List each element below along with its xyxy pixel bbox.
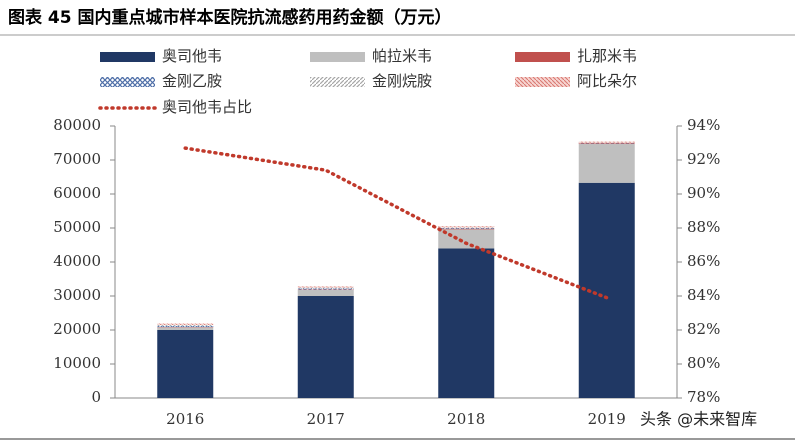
x-tick-label: 2017 bbox=[307, 410, 345, 428]
legend-swatch bbox=[515, 52, 570, 62]
legend-swatch bbox=[310, 52, 365, 62]
bar-segment bbox=[438, 228, 495, 229]
bar-segment bbox=[157, 330, 214, 398]
y-tick-label: 40000 bbox=[53, 252, 101, 270]
ratio-line bbox=[183, 146, 609, 300]
bar-segment bbox=[578, 143, 635, 145]
bar-segment bbox=[438, 228, 495, 230]
x-tick-label: 2018 bbox=[447, 410, 485, 428]
legend-label: 阿比朵尔 bbox=[577, 72, 637, 90]
y2-tick-label: 78% bbox=[687, 388, 720, 406]
legend-label: 奥司他韦占比 bbox=[162, 98, 252, 116]
legend-swatch bbox=[310, 77, 365, 87]
bar-segment bbox=[438, 226, 495, 228]
watermark: 头条 @未来智库 bbox=[640, 410, 757, 429]
y2-tick-label: 94% bbox=[687, 116, 720, 134]
bar-segment bbox=[157, 324, 214, 326]
y2-tick-label: 82% bbox=[687, 320, 720, 338]
bar-segment bbox=[297, 296, 354, 398]
y2-tick-label: 84% bbox=[687, 286, 720, 304]
chart-title: 图表 45 国内重点城市样本医院抗流感药用药金额（万元） bbox=[8, 7, 452, 28]
y2-tick-label: 90% bbox=[687, 184, 720, 202]
bar-segment bbox=[297, 287, 354, 289]
bar-segment bbox=[157, 323, 214, 325]
x-tick-label: 2019 bbox=[588, 410, 626, 428]
bar-segment bbox=[438, 227, 495, 228]
legend-label: 奥司他韦 bbox=[162, 47, 222, 65]
y-tick-label: 0 bbox=[91, 388, 101, 406]
legend-label: 金刚乙胺 bbox=[162, 72, 222, 90]
y-tick-label: 50000 bbox=[53, 218, 101, 236]
y-tick-label: 30000 bbox=[53, 286, 101, 304]
bar-segment bbox=[297, 286, 354, 288]
y-tick-label: 60000 bbox=[53, 184, 101, 202]
legend-label: 帕拉米韦 bbox=[372, 47, 432, 65]
bar-segment bbox=[157, 327, 214, 330]
y2-tick-label: 86% bbox=[687, 252, 720, 270]
legend-label: 扎那米韦 bbox=[577, 47, 637, 65]
bar-segment bbox=[297, 288, 354, 290]
bar-segment bbox=[297, 289, 354, 296]
y2-tick-label: 88% bbox=[687, 218, 720, 236]
bar-segment bbox=[438, 229, 495, 249]
bar-segment bbox=[157, 325, 214, 327]
y-tick-label: 70000 bbox=[53, 150, 101, 168]
bar-segment bbox=[438, 248, 495, 398]
legend-swatch bbox=[515, 77, 570, 87]
legend-swatch bbox=[100, 77, 155, 87]
y-tick-label: 80000 bbox=[53, 116, 101, 134]
y2-tick-label: 80% bbox=[687, 354, 720, 372]
bar-segment bbox=[578, 144, 635, 183]
legend-label: 金刚烷胺 bbox=[372, 72, 432, 90]
bar-segment bbox=[578, 141, 635, 143]
y-tick-label: 20000 bbox=[53, 320, 101, 338]
y2-tick-label: 92% bbox=[687, 150, 720, 168]
x-tick-label: 2016 bbox=[166, 410, 204, 428]
y-tick-label: 10000 bbox=[53, 354, 101, 372]
legend-swatch bbox=[100, 52, 155, 62]
